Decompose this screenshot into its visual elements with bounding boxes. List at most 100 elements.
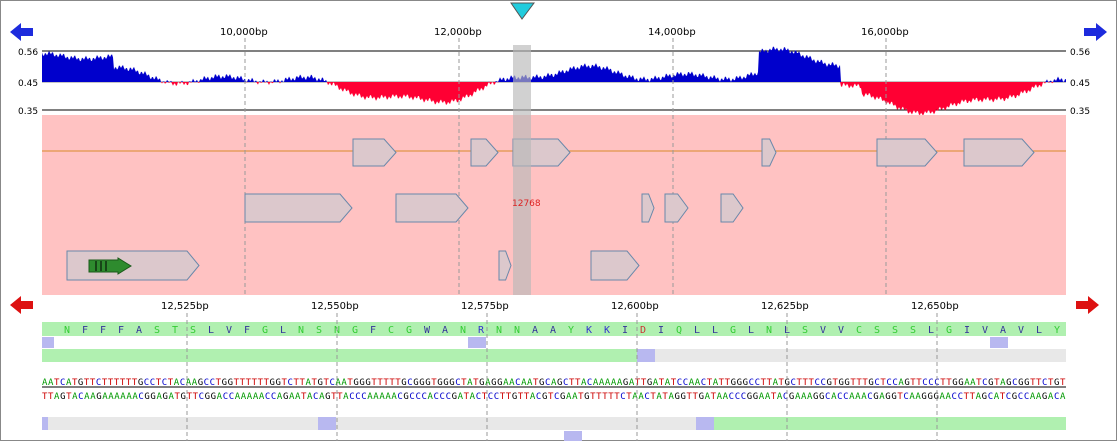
nucleotide: C — [229, 392, 234, 402]
translation-track: NFFFASTSLVFGLNSNGFCGWANRNNAAYKKIDIQLLGLN… — [42, 322, 1066, 362]
cursor-highlight-band[interactable] — [513, 45, 531, 295]
nucleotide: T — [54, 378, 60, 388]
nucleotide: T — [66, 392, 72, 402]
stop-box — [42, 417, 48, 430]
nucleotide: A — [335, 378, 341, 388]
nucleotide: A — [566, 392, 572, 402]
nucleotide: G — [211, 392, 216, 402]
scroll-right-arrow-icon[interactable] — [1084, 23, 1107, 41]
nucleotide: C — [488, 392, 493, 402]
nucleotide: T — [48, 392, 54, 402]
gene-feature-arrow[interactable] — [876, 138, 938, 167]
gene-features[interactable] — [66, 138, 1035, 281]
nucleotide: C — [755, 378, 760, 388]
gene-feature-arrow[interactable] — [963, 138, 1035, 167]
amino-acid: V — [820, 325, 826, 336]
amino-acid: S — [190, 325, 196, 336]
gene-feature-arrow[interactable] — [664, 193, 689, 223]
nucleotide: A — [247, 392, 253, 402]
nucleotide: G — [1042, 392, 1047, 402]
nucleotide: C — [741, 392, 746, 402]
nucleotide: A — [102, 392, 108, 402]
nucleotide: C — [440, 392, 445, 402]
nucleotide: G — [737, 378, 742, 388]
gene-feature-arrow[interactable] — [244, 193, 353, 223]
nucleotide: T — [1036, 378, 1042, 388]
nucleotide: G — [452, 392, 457, 402]
gc-scale-mid-right: 0.45 — [1070, 79, 1090, 89]
amino-acid: G — [946, 325, 952, 336]
nucleotide: T — [850, 378, 856, 388]
gc-content-plot: 0.56 0.45 0.35 0.56 0.45 0.35 — [18, 46, 1090, 117]
gene-feature-arrow[interactable] — [470, 138, 499, 167]
scroll-left-arrow-icon[interactable] — [10, 23, 33, 41]
nucleotide: G — [413, 378, 418, 388]
nucleotide: A — [976, 392, 982, 402]
nucleotide: A — [48, 378, 54, 388]
nucleotide: G — [198, 378, 203, 388]
bottom-axis-tick-label: 12,650bp — [911, 301, 959, 312]
nucleotide: C — [814, 378, 819, 388]
nucleotide: T — [108, 378, 114, 388]
rev-frame-empty-bar — [336, 417, 696, 430]
amino-acid: A — [532, 325, 538, 336]
nucleotide: T — [693, 392, 699, 402]
gene-feature-arrow[interactable] — [352, 138, 397, 167]
nucleotide: C — [409, 392, 414, 402]
nucleotide: T — [994, 378, 1000, 388]
nucleotide: C — [536, 392, 541, 402]
nucleotide: T — [1060, 378, 1066, 388]
amino-acid: S — [154, 325, 160, 336]
nucleotide: G — [542, 392, 547, 402]
selected-gene-arrow-icon[interactable] — [88, 257, 132, 275]
nucleotide: T — [120, 378, 126, 388]
amino-acid: R — [478, 325, 485, 336]
gene-feature-arrow[interactable] — [720, 193, 744, 223]
amino-acid: N — [514, 325, 520, 336]
nucleotide: A — [801, 392, 807, 402]
gene-feature-arrow[interactable] — [761, 138, 777, 167]
nucleotide: C — [1042, 378, 1047, 388]
nucleotide: G — [401, 378, 406, 388]
nucleotide: C — [892, 378, 897, 388]
nucleotide: A — [467, 378, 473, 388]
stop-box — [990, 337, 1008, 348]
nucleotide: A — [879, 392, 885, 402]
nucleotide: T — [707, 378, 713, 388]
scroll-left-red-arrow-icon[interactable] — [10, 296, 33, 314]
nucleotide: T — [832, 378, 838, 388]
nucleotide: A — [898, 378, 904, 388]
nucleotide: T — [803, 378, 809, 388]
frame2-open-bar — [42, 349, 637, 362]
nucleotide: C — [455, 378, 460, 388]
feature-track: 12768 — [42, 38, 1066, 295]
amino-acid: A — [1000, 325, 1006, 336]
scroll-right-red-arrow-icon[interactable] — [1076, 296, 1099, 314]
nucleotide: T — [614, 392, 620, 402]
nucleotide: A — [72, 392, 78, 402]
nucleotide: C — [223, 392, 228, 402]
nucleotide: C — [701, 378, 706, 388]
nucleotide: C — [271, 392, 276, 402]
nucleotide: T — [500, 392, 506, 402]
gene-feature-arrow[interactable] — [66, 250, 200, 281]
gene-feature-arrow[interactable] — [641, 193, 655, 223]
gene-feature-arrow[interactable] — [395, 193, 469, 223]
amino-acid: W — [424, 325, 431, 336]
gene-feature-arrow[interactable] — [498, 250, 512, 281]
nucleotide: T — [524, 392, 530, 402]
nucleotide: T — [856, 378, 862, 388]
cursor-marker-icon[interactable] — [510, 2, 535, 20]
amino-acid: L — [280, 325, 286, 336]
amino-acid: Y — [568, 325, 574, 336]
nucleotide: G — [844, 378, 849, 388]
amino-acid: S — [316, 325, 322, 336]
gene-feature-arrow[interactable] — [590, 250, 640, 281]
amino-acid: K — [604, 325, 610, 336]
nucleotide: T — [299, 378, 305, 388]
nucleotide: T — [337, 392, 343, 402]
nucleotide: A — [289, 392, 295, 402]
nucleotide: A — [611, 378, 617, 388]
nucleotide: G — [868, 378, 873, 388]
